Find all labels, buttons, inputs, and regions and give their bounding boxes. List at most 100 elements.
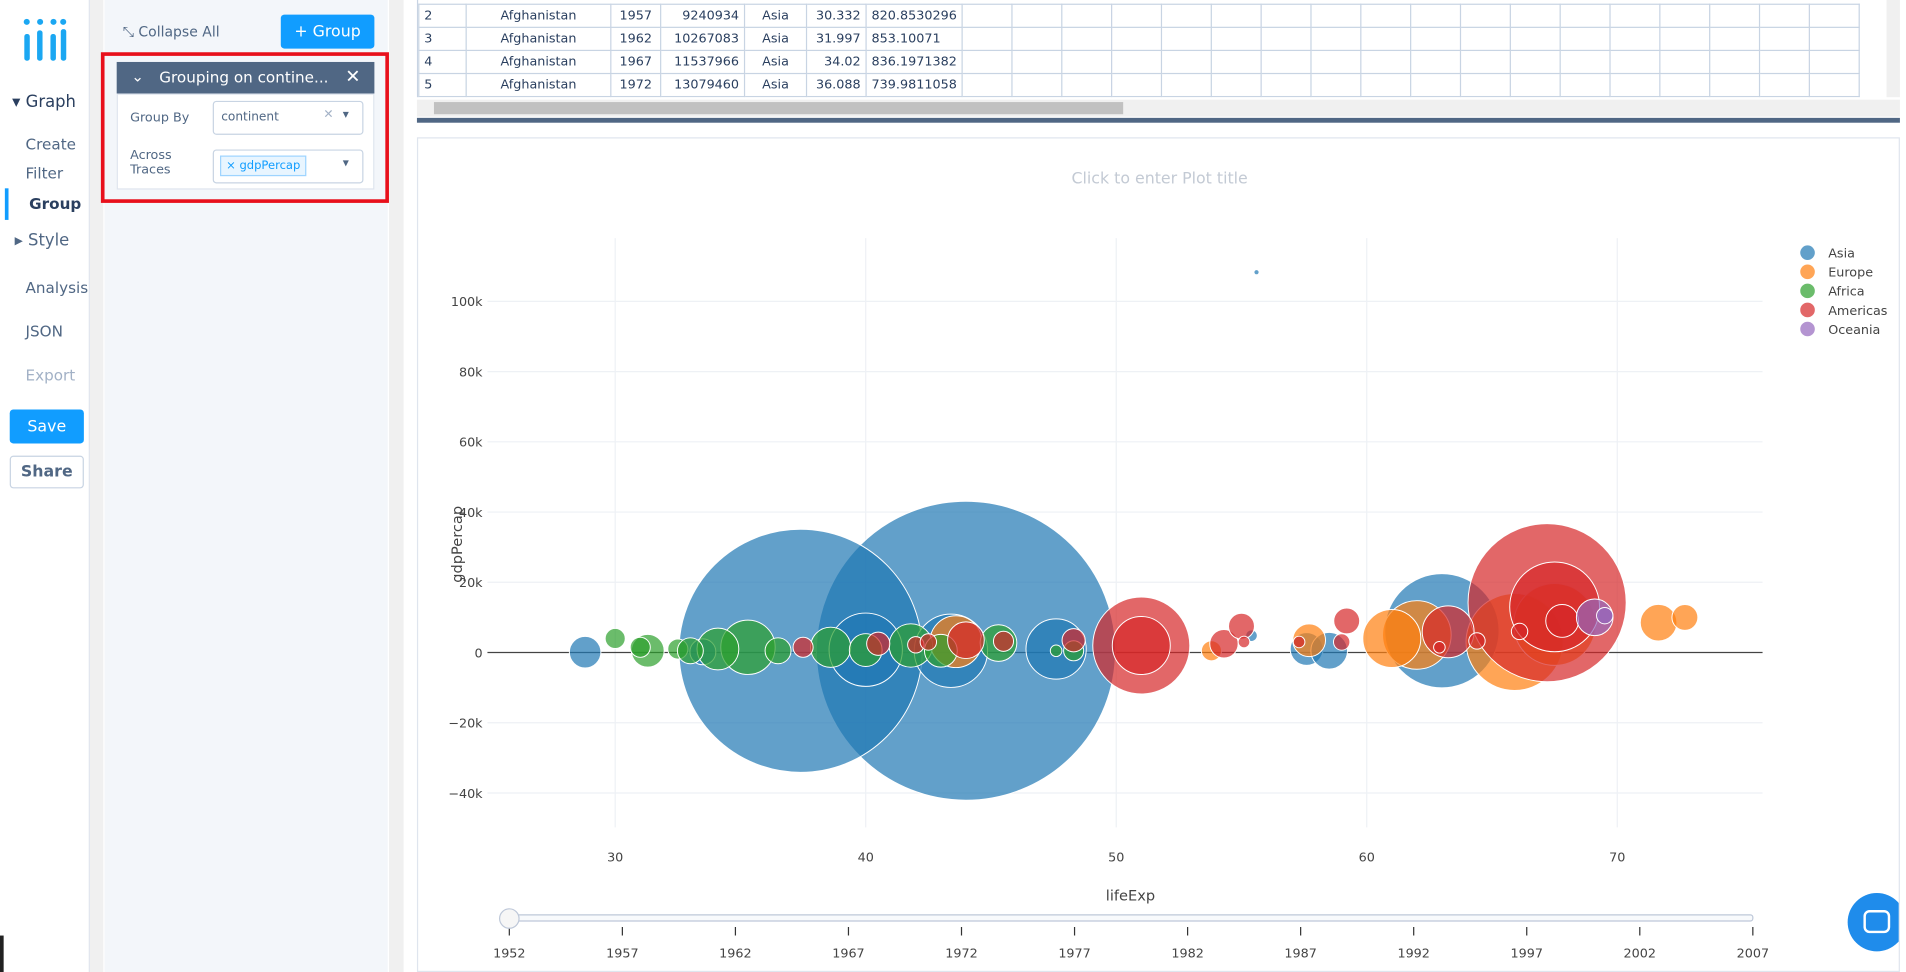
empty-cell[interactable] (1260, 3, 1312, 28)
across-dropdown[interactable]: × gdpPercap ▾ (212, 149, 364, 184)
empty-cell[interactable] (1161, 3, 1213, 28)
empty-cell[interactable] (1609, 72, 1661, 98)
empty-cell[interactable] (1161, 72, 1213, 98)
empty-cell[interactable] (1659, 72, 1711, 98)
empty-cell[interactable] (1460, 3, 1512, 28)
table-cell[interactable]: 1957 (610, 3, 662, 28)
empty-cell[interactable] (1310, 26, 1362, 52)
nav-filter[interactable]: Filter (25, 164, 64, 183)
empty-cell[interactable] (1559, 3, 1611, 28)
table-cell[interactable]: 9240934 (660, 3, 746, 28)
group-by-dropdown[interactable]: continent ✕ ▾ (212, 100, 364, 135)
empty-cell[interactable] (1260, 49, 1312, 75)
scrollbar[interactable] (388, 0, 404, 972)
empty-cell[interactable] (1061, 49, 1113, 75)
slider-handle[interactable] (498, 908, 520, 929)
nav-analysis[interactable]: Analysis (25, 278, 89, 297)
empty-cell[interactable] (1509, 72, 1561, 98)
table-cell[interactable]: Afghanistan (465, 49, 612, 75)
nav-json[interactable]: JSON (25, 321, 63, 341)
add-group-button[interactable]: + Group (280, 14, 375, 49)
table-cell[interactable]: 2 (418, 3, 467, 28)
table-cell[interactable]: 820.8530296 (865, 3, 963, 28)
table-cell[interactable]: 13079460 (660, 72, 746, 98)
empty-cell[interactable] (1161, 49, 1213, 75)
empty-cell[interactable] (1759, 26, 1811, 52)
thumb[interactable] (433, 102, 1124, 115)
table-cell[interactable]: 1962 (610, 26, 662, 52)
table-cell[interactable]: Afghanistan (465, 3, 612, 28)
empty-cell[interactable] (1808, 3, 1860, 28)
empty-cell[interactable] (1260, 72, 1312, 98)
empty-cell[interactable] (1011, 26, 1063, 52)
share-button[interactable]: Share (9, 455, 84, 489)
empty-cell[interactable] (1509, 26, 1561, 52)
empty-cell[interactable] (1509, 3, 1561, 28)
empty-cell[interactable] (961, 49, 1013, 75)
empty-cell[interactable] (1011, 72, 1063, 98)
empty-cell[interactable] (1310, 72, 1362, 98)
empty-cell[interactable] (1360, 26, 1412, 52)
nav-graph[interactable]: ▾ Graph (12, 92, 76, 112)
table-cell[interactable]: 11537966 (660, 49, 746, 75)
empty-cell[interactable] (1759, 72, 1811, 98)
h-scrollbar[interactable] (416, 99, 1900, 117)
logo[interactable] (22, 17, 71, 66)
table-cell[interactable]: 1972 (610, 72, 662, 98)
empty-cell[interactable] (1808, 49, 1860, 75)
empty-cell[interactable] (1709, 3, 1761, 28)
empty-cell[interactable] (1609, 49, 1661, 75)
plot-title[interactable]: Click to enter Plot title (1072, 168, 1248, 187)
table-cell[interactable]: Asia (743, 3, 808, 28)
empty-cell[interactable] (961, 26, 1013, 52)
table-cell[interactable]: 5 (418, 72, 467, 98)
table-cell[interactable]: 853.10071 (865, 26, 963, 52)
table-cell[interactable]: 34.02 (805, 49, 867, 75)
nav-export[interactable]: Export (25, 365, 76, 384)
empty-cell[interactable] (1161, 26, 1213, 52)
empty-cell[interactable] (1310, 49, 1362, 75)
empty-cell[interactable] (961, 3, 1013, 28)
empty-cell[interactable] (1509, 49, 1561, 75)
collapse-all[interactable]: ⤡ Collapse All (122, 23, 220, 41)
empty-cell[interactable] (1210, 49, 1262, 75)
table-cell[interactable]: Asia (743, 26, 808, 52)
save-button[interactable]: Save (9, 409, 84, 444)
splitter[interactable] (416, 117, 1900, 123)
empty-cell[interactable] (1210, 26, 1262, 52)
nav-style[interactable]: ▸ Style (14, 230, 70, 251)
empty-cell[interactable] (1609, 26, 1661, 52)
table-cell[interactable]: 739.9811058 (865, 72, 963, 98)
empty-cell[interactable] (1061, 72, 1113, 98)
table-cell[interactable]: Afghanistan (465, 26, 612, 52)
table-cell[interactable]: 30.332 (805, 3, 867, 28)
empty-cell[interactable] (1759, 3, 1811, 28)
scrollbar[interactable] (89, 0, 104, 972)
empty-cell[interactable] (1260, 26, 1312, 52)
table-cell[interactable]: Afghanistan (465, 72, 612, 98)
empty-cell[interactable] (1709, 26, 1761, 52)
empty-cell[interactable] (1360, 72, 1412, 98)
empty-cell[interactable] (961, 72, 1013, 98)
empty-cell[interactable] (1210, 72, 1262, 98)
close[interactable]: ✕ (345, 65, 361, 88)
empty-cell[interactable] (1460, 49, 1512, 75)
clear[interactable]: ✕ (323, 108, 334, 122)
empty-cell[interactable] (1011, 49, 1063, 75)
empty-cell[interactable] (1360, 49, 1412, 75)
empty-cell[interactable] (1410, 72, 1462, 98)
empty-cell[interactable] (1111, 3, 1163, 28)
nav-create[interactable]: Create (25, 134, 77, 154)
empty-cell[interactable] (1011, 3, 1063, 28)
group-header[interactable]: ⌄ Grouping on contine... ✕ (116, 61, 375, 94)
chat-button[interactable] (1847, 893, 1900, 952)
empty-cell[interactable] (1759, 49, 1811, 75)
table-cell[interactable]: 10267083 (660, 26, 746, 52)
empty-cell[interactable] (1709, 49, 1761, 75)
empty-cell[interactable] (1061, 26, 1113, 52)
empty-cell[interactable] (1659, 26, 1711, 52)
empty-cell[interactable] (1808, 72, 1860, 98)
chip[interactable]: × gdpPercap (220, 155, 307, 177)
empty-cell[interactable] (1410, 26, 1462, 52)
empty-cell[interactable] (1360, 3, 1412, 28)
